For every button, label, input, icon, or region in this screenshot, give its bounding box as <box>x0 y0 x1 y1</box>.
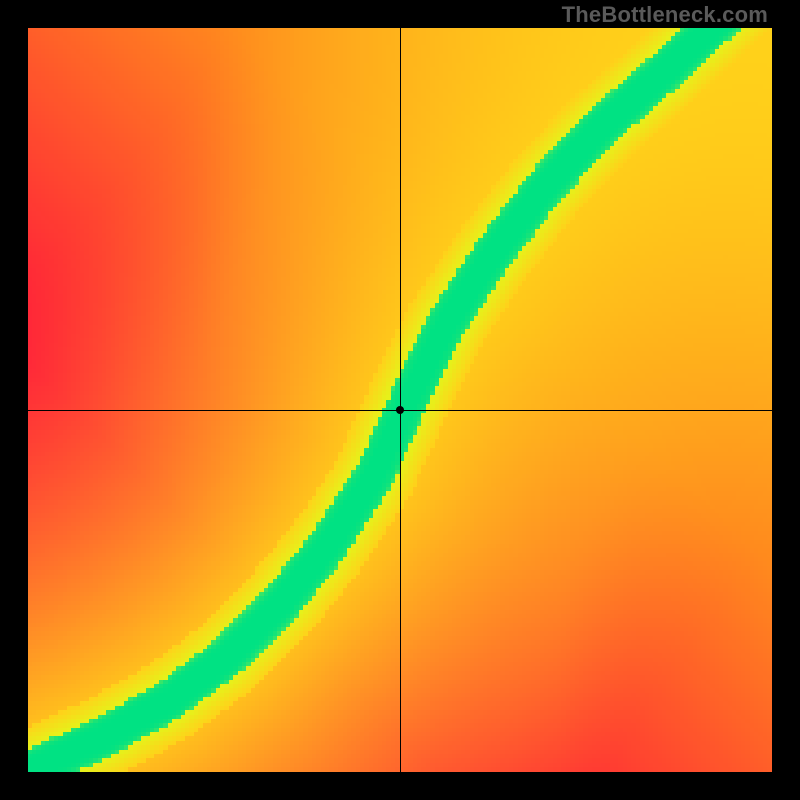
crosshair-vertical <box>400 28 401 772</box>
plot-area <box>28 28 772 772</box>
chart-container: TheBottleneck.com <box>0 0 800 800</box>
watermark-text: TheBottleneck.com <box>562 2 768 28</box>
intersection-dot <box>396 406 404 414</box>
